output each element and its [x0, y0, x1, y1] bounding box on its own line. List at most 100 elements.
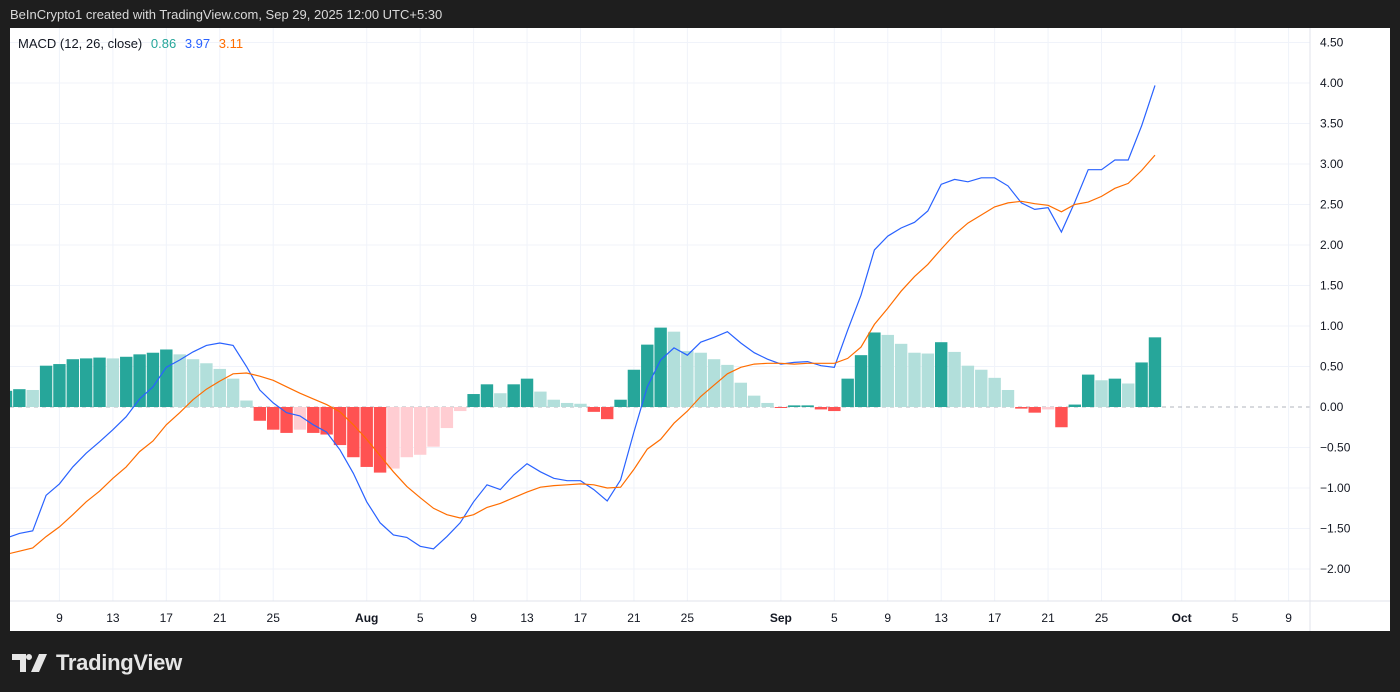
- histogram-bar: [761, 402, 774, 407]
- x-tick-label: 17: [160, 611, 174, 625]
- signal-line: [10, 154, 1156, 555]
- histogram-bar: [627, 369, 641, 407]
- histogram-bar: [694, 352, 707, 407]
- histogram-bar: [534, 391, 547, 407]
- histogram-bar: [614, 399, 627, 407]
- histogram-bar: [10, 390, 13, 407]
- histogram-bar: [454, 407, 467, 412]
- y-tick-label: −1.00: [1320, 481, 1351, 495]
- histogram-bar: [226, 378, 240, 407]
- histogram-bar: [721, 364, 734, 407]
- histogram-bar: [1108, 378, 1122, 407]
- macd-line: [10, 85, 1156, 550]
- x-tick-label: 13: [106, 611, 120, 625]
- histogram-bar: [1028, 407, 1041, 413]
- histogram-bar: [747, 395, 761, 407]
- histogram-bar: [494, 393, 507, 407]
- y-tick-label: 1.50: [1320, 279, 1344, 293]
- histogram-bar: [26, 389, 39, 407]
- x-tick-label: 21: [213, 611, 227, 625]
- histogram-bar: [814, 407, 828, 410]
- x-tick-label: 13: [520, 611, 534, 625]
- histogram-bar: [587, 407, 601, 412]
- histogram-bar: [13, 389, 26, 407]
- histogram-bar: [828, 407, 841, 412]
- x-tick-label: 17: [574, 611, 588, 625]
- histogram-bar: [1081, 374, 1095, 407]
- tradingview-logo-icon: [12, 654, 47, 672]
- x-tick-label: 9: [56, 611, 63, 625]
- histogram-bar: [667, 331, 681, 407]
- histogram-bar: [774, 407, 788, 408]
- histogram-bar: [120, 356, 133, 407]
- x-tick-label: 5: [1232, 611, 1239, 625]
- y-tick-label: 0.00: [1320, 400, 1344, 414]
- y-tick-label: −2.00: [1320, 562, 1351, 576]
- y-tick-label: 0.50: [1320, 360, 1344, 374]
- histogram-bar: [654, 327, 667, 407]
- histogram-bar: [948, 351, 961, 407]
- histogram-bar: [79, 358, 93, 407]
- y-tick-label: 2.00: [1320, 238, 1344, 252]
- histogram-bar: [707, 359, 721, 407]
- histogram-bar: [788, 405, 801, 407]
- histogram-bar: [146, 352, 160, 407]
- histogram-bar: [200, 363, 213, 407]
- histogram-bar: [961, 365, 975, 407]
- histogram-bar: [854, 355, 868, 407]
- histogram-bar: [601, 407, 614, 420]
- histogram-bar: [935, 342, 948, 407]
- histogram-bar: [894, 343, 908, 407]
- x-tick-label: 5: [831, 611, 838, 625]
- indicator-name: MACD (12, 26, close): [18, 36, 143, 51]
- histogram-bar: [547, 399, 560, 407]
- chart-panel[interactable]: [10, 28, 1390, 631]
- histogram-bar: [39, 365, 53, 407]
- histogram-bar: [681, 351, 694, 407]
- histogram-bar: [280, 407, 293, 433]
- histogram-bar: [734, 382, 747, 407]
- histogram-bar: [320, 407, 333, 435]
- histogram-bar: [400, 407, 413, 458]
- indicator-legend: MACD (12, 26, close) 0.86 3.97 3.11: [18, 36, 248, 51]
- x-tick-label: Sep: [770, 611, 792, 625]
- signal-value: 3.11: [218, 36, 244, 51]
- x-tick-label: 17: [988, 611, 1002, 625]
- histogram-bar: [841, 378, 854, 407]
- histogram-bar: [253, 407, 267, 421]
- histogram-bar: [373, 407, 387, 473]
- y-tick-label: −1.50: [1320, 522, 1351, 536]
- x-tick-label: Oct: [1172, 611, 1192, 625]
- histogram-bar: [173, 354, 186, 407]
- x-tick-label: 5: [417, 611, 424, 625]
- histogram-bar: [186, 359, 200, 407]
- histogram-bar: [868, 332, 881, 407]
- histogram-bar: [1122, 383, 1135, 407]
- histogram-bar: [413, 407, 427, 455]
- x-tick-label: 9: [884, 611, 891, 625]
- histogram-bar: [480, 384, 494, 407]
- histogram-bar: [240, 400, 253, 407]
- histogram-bar: [1001, 389, 1015, 407]
- histogram-value: 0.86: [150, 36, 177, 51]
- x-tick-label: 25: [681, 611, 695, 625]
- histogram-bar: [1068, 404, 1081, 407]
- tradingview-logo: TradingView: [12, 650, 182, 676]
- y-tick-label: 4.00: [1320, 76, 1344, 90]
- histogram-bar: [801, 405, 814, 407]
- y-tick-label: 4.50: [1320, 36, 1344, 50]
- histogram-bar: [988, 377, 1001, 407]
- x-tick-label: 21: [627, 611, 641, 625]
- histogram-bar: [560, 402, 574, 407]
- histogram-bar: [507, 384, 520, 407]
- histogram-bar: [213, 368, 226, 407]
- histogram-bar: [520, 378, 534, 407]
- histogram-bar: [467, 394, 480, 407]
- histogram-bar: [1041, 407, 1055, 410]
- histogram-bar: [66, 359, 79, 407]
- histogram-bar: [975, 369, 988, 407]
- x-tick-label: 25: [1095, 611, 1109, 625]
- histogram-bar: [1135, 362, 1148, 407]
- histogram-bar: [574, 403, 587, 407]
